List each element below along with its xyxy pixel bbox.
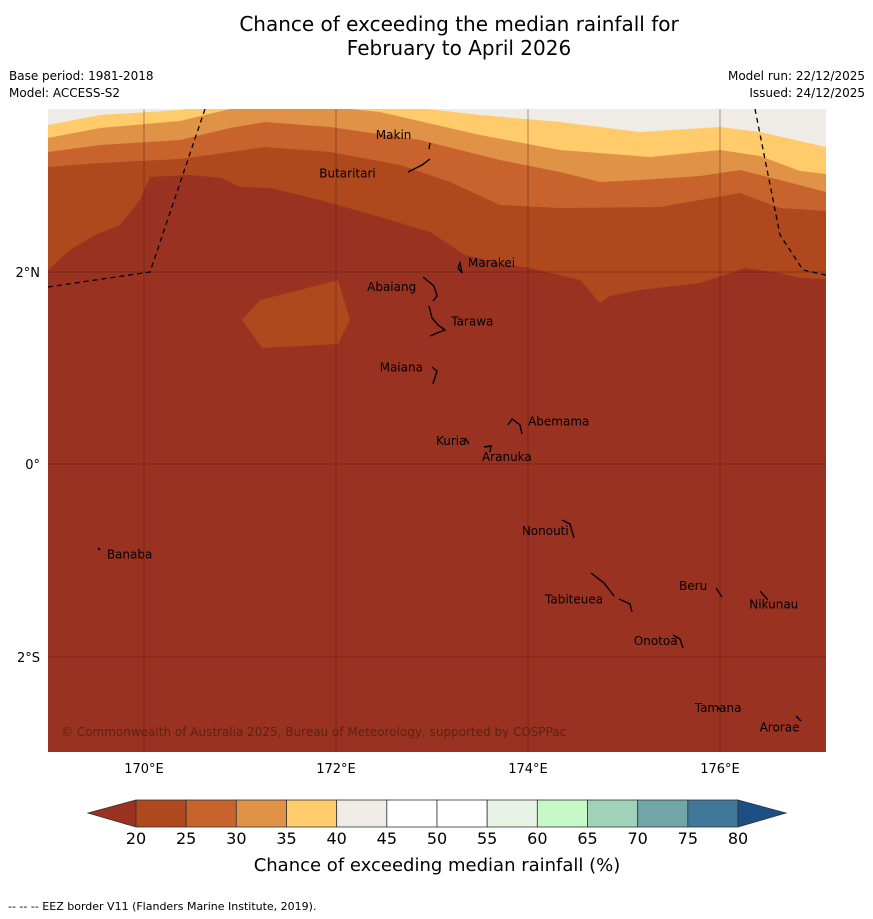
model-run: Model run: 22/12/2025: [727, 69, 865, 83]
colorbar-tick-70: 70: [627, 829, 647, 848]
colorbar-segment-65-70: [587, 799, 639, 828]
place-label-tamana: Tamana: [694, 701, 742, 715]
colorbar-label: Chance of exceeding median rainfall (%): [254, 855, 621, 876]
colorbar-tick-65: 65: [577, 829, 597, 848]
colorbar-over-arrow: [737, 799, 788, 828]
colorbar-segment-60-65: [536, 799, 588, 828]
place-label-aranuka: Aranuka: [482, 450, 532, 464]
place-labels: Makin Butaritari Marakei Abaiang Tarawa Maian…: [107, 128, 800, 735]
lon-label-174e: 174°E: [508, 762, 548, 777]
copyright-notice: © Commonwealth of Australia 2025, Bureau…: [61, 725, 566, 739]
colorbar-segment-40-45: [336, 799, 388, 828]
place-label-arorae: Arorae: [760, 720, 800, 734]
place-label-beru: Beru: [679, 579, 707, 593]
atoll-onotoa: [672, 634, 684, 649]
colorbar-segment-45-50: [386, 799, 438, 828]
colorbar-tick-60: 60: [527, 829, 547, 848]
title-line-2: February to April 2026: [346, 36, 572, 60]
colorbar-segment-50-55: [436, 799, 488, 828]
title-line-1: Chance of exceeding the median rainfall …: [239, 12, 679, 36]
atoll-beru: [715, 587, 723, 598]
colorbar-segment-20-25: [135, 799, 187, 828]
atoll-kuria: [464, 437, 470, 445]
atoll-nikunau: [759, 590, 769, 601]
colorbar-tick-35: 35: [276, 829, 296, 848]
colorbar-tick-20: 20: [126, 829, 146, 848]
atoll-aranuka: [483, 445, 492, 453]
map-plot-area: Makin Butaritari Marakei Abaiang Tarawa Maian…: [48, 109, 826, 752]
eez-footnote: -- -- -- EEZ border V11 (Flanders Marine…: [8, 900, 317, 913]
colorbar-segment-25-30: [185, 799, 237, 828]
atoll-marakei: [457, 260, 463, 274]
place-label-maiana: Maiana: [380, 361, 423, 375]
lat-tick-labels: 2°N 0° 2°S: [16, 266, 41, 666]
lon-label-176e: 176°E: [700, 762, 740, 777]
eez-borders: [48, 109, 826, 288]
place-label-butaritari: Butaritari: [319, 166, 376, 180]
place-label-onotoa: Onotoa: [634, 634, 678, 648]
place-label-banaba: Banaba: [107, 547, 153, 561]
atoll-butaritari: [407, 158, 431, 173]
atoll-maiana: [431, 366, 438, 385]
colorbar-tick-40: 40: [326, 829, 346, 848]
atoll-nonouti: [561, 519, 575, 539]
issued-date: Issued: 24/12/2025: [749, 86, 865, 100]
colorbar-tick-25: 25: [176, 829, 196, 848]
model-name: Model: ACCESS-S2: [9, 86, 121, 100]
band-20-25-island: [242, 280, 350, 348]
colorbar-tick-55: 55: [477, 829, 497, 848]
atoll-abemama: [507, 417, 523, 435]
colorbar-tick-75: 75: [678, 829, 698, 848]
lat-label-0: 0°: [25, 458, 40, 473]
place-label-nonouti: Nonouti: [522, 524, 569, 538]
colorbar-segment-30-35: [235, 799, 287, 828]
base-period: Base period: 1981-2018: [9, 69, 154, 83]
place-label-makin: Makin: [376, 128, 412, 142]
rainfall-map: Makin Butaritari Marakei Abaiang Tarawa Maian…: [16, 109, 826, 777]
lat-label-2n: 2°N: [16, 266, 41, 281]
atoll-tarawa: [428, 305, 447, 337]
eez-border-east: [754, 109, 826, 276]
place-label-kuria: Kuria: [436, 434, 467, 448]
chart-title: Chance of exceeding the median rainfall …: [0, 12, 873, 60]
meta-left: Base period: 1981-2018 Model: ACCESS-S2: [9, 68, 154, 102]
atoll-tamana: [716, 705, 721, 711]
colorbar-segment-35-40: [286, 799, 338, 828]
place-label-marakei: Marakei: [468, 256, 515, 270]
atoll-tabiteuea: [590, 572, 633, 613]
graticule: [48, 109, 826, 752]
eez-border-west: [48, 109, 206, 288]
atoll-abaiang: [422, 276, 438, 302]
place-label-tarawa: Tarawa: [450, 314, 493, 328]
colorbar-segment-55-60: [486, 799, 538, 828]
colorbar-segment-70-75: [637, 799, 689, 828]
atoll-banaba: [97, 547, 101, 551]
colorbar-tick-50: 50: [427, 829, 447, 848]
lon-label-172e: 172°E: [316, 762, 356, 777]
colorbar-segments: [135, 799, 739, 828]
colorbar: 20 25 30 35 40 45 50 55 60 65 70 75 80 Chance of exc…: [86, 799, 788, 876]
place-label-abaiang: Abaiang: [367, 280, 416, 294]
colorbar-tick-30: 30: [226, 829, 246, 848]
lon-label-170e: 170°E: [124, 762, 164, 777]
place-label-nikunau: Nikunau: [749, 597, 798, 611]
atoll-arorae: [795, 715, 802, 722]
colorbar-under-arrow: [86, 799, 137, 828]
place-label-tabiteuea: Tabiteuea: [544, 592, 603, 606]
lat-label-2s: 2°S: [17, 651, 40, 666]
atoll-makin: [428, 142, 431, 150]
colorbar-tick-labels: 20 25 30 35 40 45 50 55 60 65 70 75 80: [126, 829, 748, 848]
colorbar-tick-45: 45: [377, 829, 397, 848]
meta-right: Model run: 22/12/2025 Issued: 24/12/2025: [728, 68, 865, 102]
colorbar-segment-75-80: [687, 799, 739, 828]
place-label-abemama: Abemama: [528, 415, 589, 429]
atolls: [97, 142, 802, 722]
colorbar-tick-80: 80: [728, 829, 748, 848]
lon-tick-labels: 170°E 172°E 174°E 176°E: [124, 762, 740, 777]
